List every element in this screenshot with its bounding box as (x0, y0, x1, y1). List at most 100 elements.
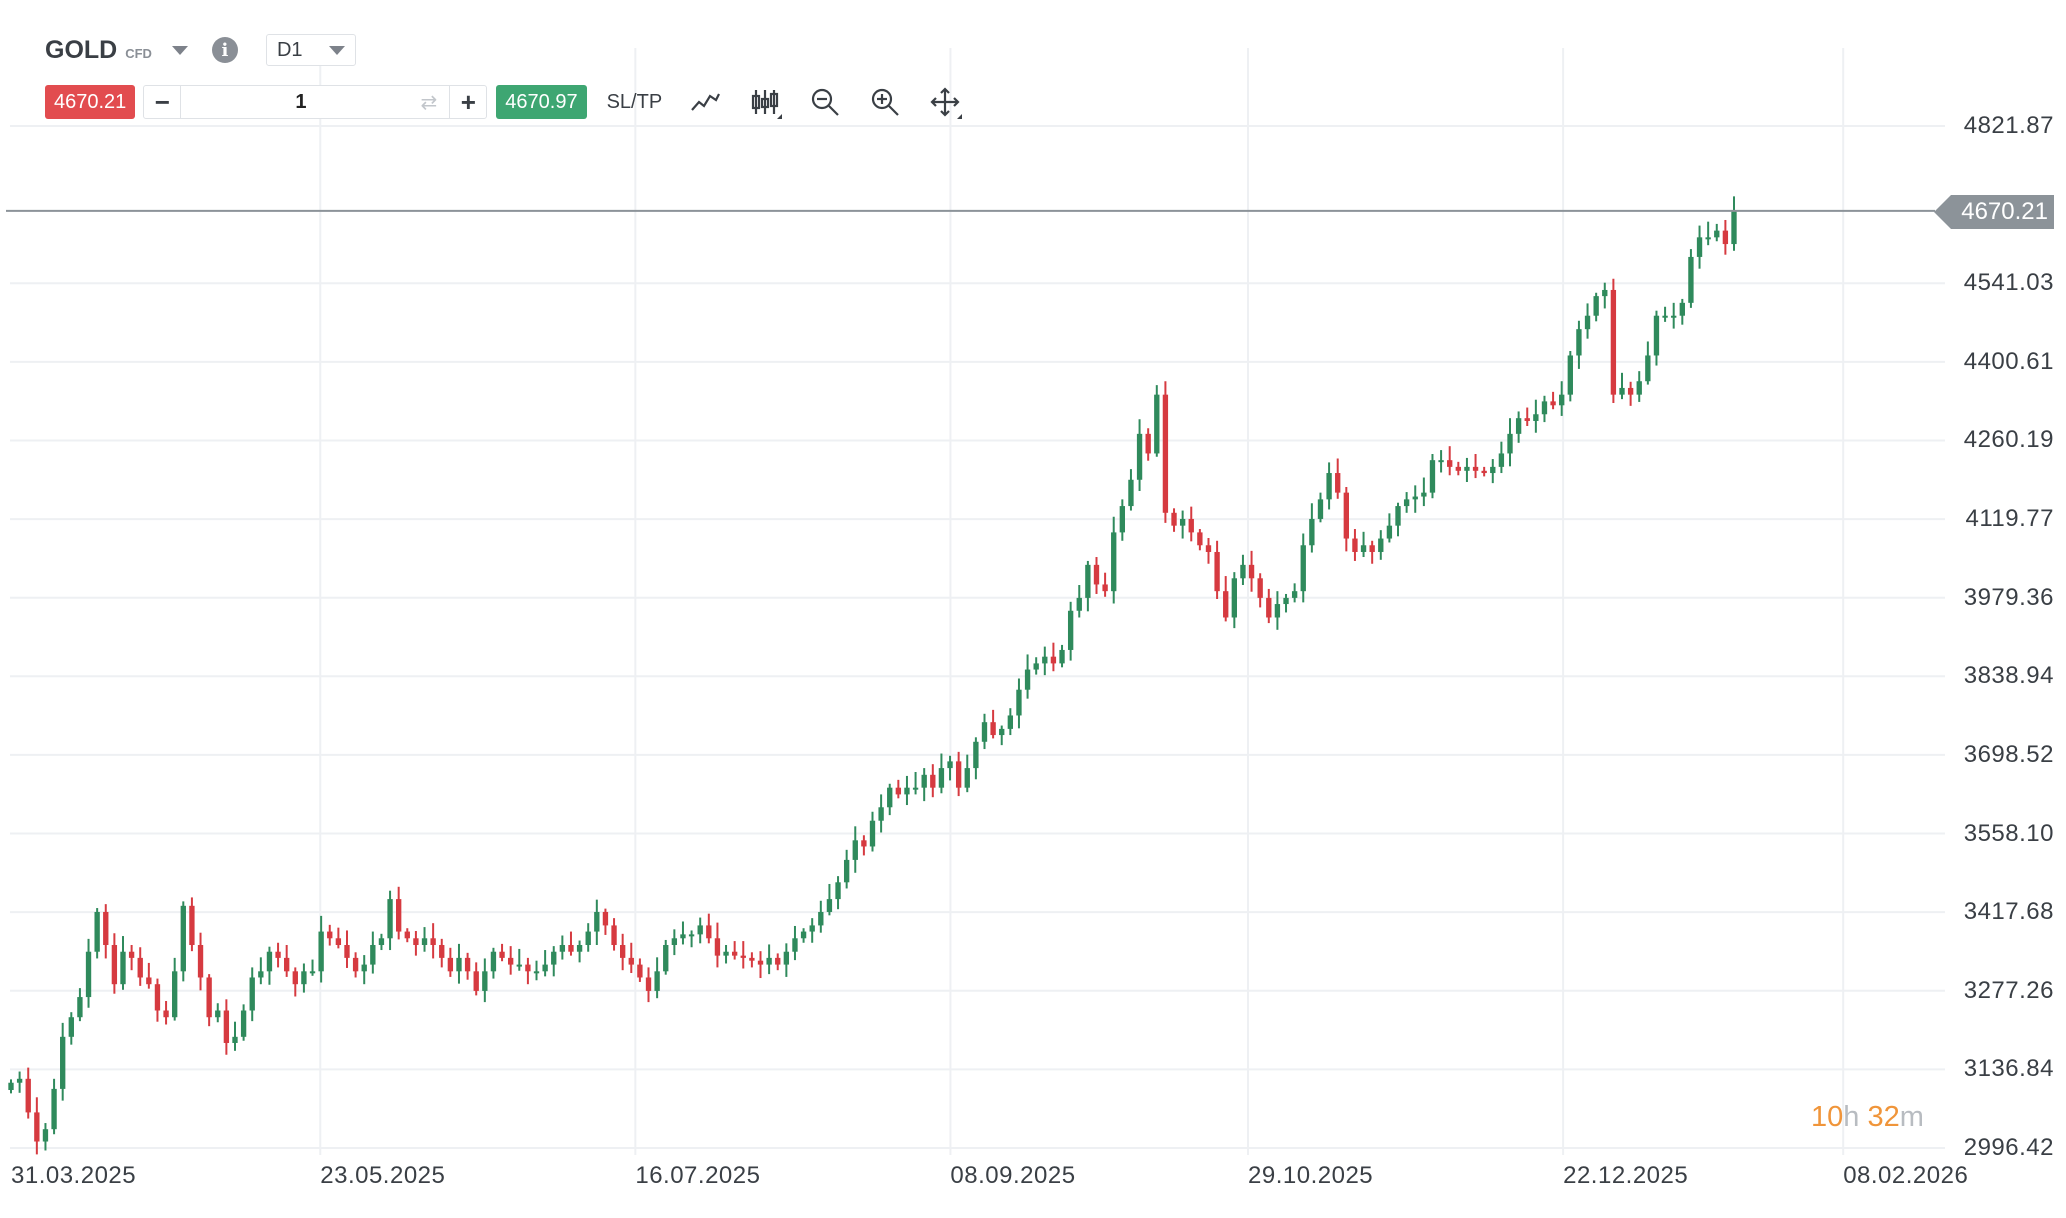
sell-button[interactable]: 4670.21 (45, 85, 136, 119)
candle-body (1179, 518, 1186, 526)
candle-body (1412, 496, 1418, 500)
candle-up (1438, 450, 1444, 473)
candlestick-chart-icon[interactable] (748, 85, 783, 119)
candle-up (240, 1004, 247, 1041)
candle-body (887, 787, 893, 808)
candle-body (568, 945, 574, 952)
candle-down (602, 908, 609, 935)
candle-body (792, 938, 798, 952)
candle-up (869, 811, 876, 852)
candle-down (1223, 576, 1229, 622)
candle-up (77, 988, 83, 1022)
candle-up (818, 900, 824, 933)
candle-body (1257, 578, 1263, 598)
candle-body (1352, 538, 1358, 552)
sltp-button[interactable]: SL/TP (606, 90, 663, 113)
candle-body (370, 945, 376, 965)
candle-body (852, 840, 858, 860)
candle-body (740, 955, 746, 958)
zoom-out-icon[interactable] (808, 85, 842, 119)
candle-down (740, 941, 746, 969)
candle-body (1214, 551, 1220, 592)
candle-body (938, 768, 945, 788)
candle-up (1429, 454, 1436, 499)
candle-up (1559, 381, 1565, 416)
increase-quantity-button[interactable]: + (449, 86, 486, 118)
candle-up (542, 950, 548, 977)
candle-up (1317, 492, 1324, 523)
candle-down (568, 931, 574, 956)
candle-up (318, 915, 324, 983)
candle-up (852, 826, 858, 873)
candle-down (275, 942, 281, 968)
candle-body (103, 911, 109, 946)
candle-body (783, 951, 790, 965)
candle-body (206, 977, 212, 1018)
candle-body (223, 1010, 230, 1043)
candle-body (378, 938, 385, 946)
candle-up (887, 783, 893, 816)
quantity-input[interactable] (181, 89, 421, 115)
candle-body (1679, 302, 1685, 316)
candle-body (525, 964, 531, 972)
candle-body (1662, 315, 1668, 318)
buy-button[interactable]: 4670.97 (496, 85, 587, 119)
candle-body (1317, 499, 1324, 519)
candle-body (680, 934, 686, 939)
candle-body (1627, 387, 1634, 395)
candle-body (1309, 518, 1315, 546)
candle-body (602, 911, 609, 926)
sell-price: 4670.21 (54, 90, 127, 113)
timeframe-select[interactable]: D1 (265, 34, 356, 66)
candle-body (1360, 545, 1367, 552)
candle-body (637, 964, 643, 978)
candle-body (542, 964, 548, 972)
candle-body (327, 931, 333, 939)
candle-body (456, 957, 462, 972)
line-chart-icon[interactable] (688, 85, 722, 119)
x-tick-label: 31.03.2025 (11, 1162, 137, 1189)
candle-up (1671, 302, 1677, 329)
candle-body (1731, 210, 1737, 245)
candle-body (1369, 545, 1375, 552)
symbol-name[interactable]: GOLD (45, 35, 118, 64)
symbol-dropdown-icon[interactable] (171, 45, 188, 55)
candle-up (309, 959, 316, 976)
candle-down (930, 764, 936, 798)
candle-up (1593, 292, 1599, 322)
candle-body (706, 925, 712, 939)
y-tick-label: 4119.77 (1965, 505, 2054, 533)
y-tick-label: 3417.68 (1963, 898, 2054, 926)
candle-down (990, 709, 996, 739)
swap-icon[interactable]: ⇄ (420, 91, 438, 114)
info-icon[interactable]: i (211, 37, 238, 63)
decrease-quantity-button[interactable]: − (144, 86, 182, 118)
y-tick-label: 2996.42 (1963, 1134, 2054, 1161)
candle-down (1524, 407, 1530, 427)
candle-body (895, 787, 902, 795)
candle-body (1102, 584, 1108, 592)
candle-down (1550, 391, 1556, 410)
candle-body (904, 787, 910, 795)
candle-body (921, 774, 927, 788)
candle-down (137, 947, 143, 986)
candle-body (869, 820, 876, 847)
candle-down (1343, 487, 1349, 552)
candle-body (146, 977, 152, 985)
candle-down (861, 835, 867, 856)
candle-body (1593, 296, 1599, 316)
candle-down (25, 1067, 31, 1119)
candle-up (1136, 419, 1143, 491)
candle-body (318, 931, 324, 972)
candle-body (999, 728, 1005, 736)
zoom-in-icon[interactable] (868, 85, 902, 119)
candle-body (1326, 473, 1332, 500)
move-crosshair-icon[interactable] (928, 85, 963, 119)
candle-up (1653, 310, 1660, 366)
candle-up (68, 1012, 74, 1045)
candle-up (1662, 306, 1668, 322)
candle-body (1266, 597, 1272, 618)
candle-body (1205, 545, 1212, 552)
candle-body (1550, 401, 1556, 406)
